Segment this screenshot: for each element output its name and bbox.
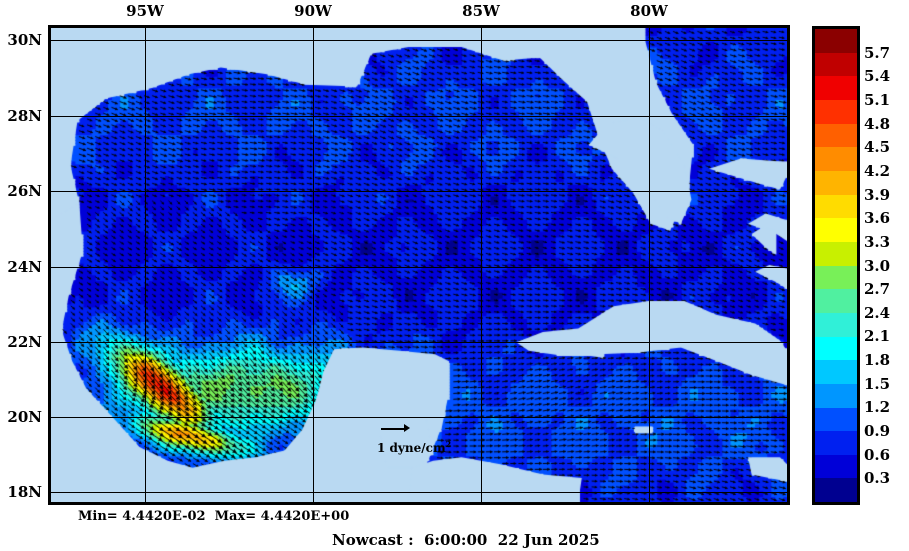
colorbar-tick-labels: 5.7 5.4 5.1 4.8 4.5 4.2 3.9 3.6 3.3 3.0 2.7 2.4 2.1 1… (864, 26, 909, 505)
colorbar-band-14 (815, 360, 857, 384)
gridline-horizontal (51, 116, 787, 117)
y-axis-tick-18n: 18N (7, 483, 42, 501)
colorbar-tick-3-0: 3.0 (864, 256, 891, 275)
colorbar-tick-4-2: 4.2 (864, 161, 891, 180)
x-axis-tick-80w: 80W (630, 2, 668, 20)
nowcast-timestamp: Nowcast : 6:00:00 22 Jun 2025 (332, 531, 600, 549)
colorbar-band-19 (815, 478, 857, 503)
colorbar-tick-2-7: 2.7 (864, 280, 891, 299)
colorbar-band-18 (815, 454, 857, 479)
colorbar-band-10 (815, 265, 857, 290)
colorbar-tick-4-8: 4.8 (864, 114, 891, 133)
gridline-horizontal (51, 267, 787, 268)
gridline-vertical (145, 28, 146, 502)
colorbar-tick-1-8: 1.8 (864, 351, 891, 370)
map-plot-area[interactable]: 1 dyne/cm2 (48, 25, 790, 505)
y-axis-tick-20n: 20N (7, 408, 42, 426)
gridline-horizontal (51, 40, 787, 41)
colorbar-tick-4-5: 4.5 (864, 138, 891, 157)
x-axis-tick-90w: 90W (294, 2, 332, 20)
colorbar-band-13 (815, 336, 857, 361)
colorbar-tick-2-4: 2.4 (864, 303, 891, 322)
colorbar-tick-1-5: 1.5 (864, 374, 891, 393)
min-max-annotation: Min= 4.4420E-02 Max= 4.4420E+00 (78, 509, 350, 524)
colorbar-tick-0-3: 0.3 (864, 469, 891, 488)
vector-scale-arrow-shaft (381, 428, 407, 430)
colorbar-band-15 (815, 383, 857, 408)
colorbar-tick-1-2: 1.2 (864, 398, 891, 417)
colorbar-band-16 (815, 407, 857, 432)
colorbar-band-7 (815, 194, 857, 219)
colorbar (812, 26, 860, 505)
y-axis-tick-26n: 26N (7, 182, 42, 200)
colorbar-band-17 (815, 431, 857, 455)
x-axis-tick-85w: 85W (462, 2, 500, 20)
gridline-horizontal (51, 191, 787, 192)
colorbar-band-4 (815, 123, 857, 148)
colorbar-tick-3-6: 3.6 (864, 209, 891, 228)
colorbar-tick-3-9: 3.9 (864, 185, 891, 204)
colorbar-band-5 (815, 147, 857, 171)
colorbar-band-3 (815, 99, 857, 124)
gridline-vertical (481, 28, 482, 502)
colorbar-tick-5-7: 5.7 (864, 43, 891, 62)
colorbar-tick-5-1: 5.1 (864, 90, 891, 109)
y-axis-tick-22n: 22N (7, 333, 42, 351)
gridline-horizontal (51, 417, 787, 418)
colorbar-band-1 (815, 52, 857, 77)
colorbar-tick-3-3: 3.3 (864, 232, 891, 251)
colorbar-band-12 (815, 312, 857, 337)
y-axis-tick-30n: 30N (7, 31, 42, 49)
wind-stress-field-canvas (51, 28, 787, 502)
gridline-vertical (649, 28, 650, 502)
colorbar-tick-0-6: 0.6 (864, 445, 891, 464)
colorbar-band-6 (815, 170, 857, 195)
vector-scale-label: 1 dyne/cm2 (377, 439, 451, 455)
vector-scale-label-exponent: 2 (445, 439, 452, 449)
vector-scale-arrow-head (404, 424, 410, 432)
colorbar-band-11 (815, 289, 857, 313)
vector-scale-label-text: 1 dyne/cm (377, 441, 446, 455)
colorbar-band-0 (815, 29, 857, 53)
colorbar-band-8 (815, 218, 857, 242)
colorbar-tick-0-9: 0.9 (864, 422, 891, 441)
colorbar-tick-2-1: 2.1 (864, 327, 891, 346)
gridline-vertical (313, 28, 314, 502)
map-canvas-container: 1 dyne/cm2 (51, 28, 787, 502)
colorbar-band-2 (815, 76, 857, 100)
gridline-horizontal (51, 492, 787, 493)
x-axis-tick-95w: 95W (126, 2, 164, 20)
gridline-horizontal (51, 342, 787, 343)
y-axis-tick-24n: 24N (7, 258, 42, 276)
colorbar-band-9 (815, 241, 857, 266)
colorbar-tick-5-4: 5.4 (864, 67, 891, 86)
vector-scale-key: 1 dyne/cm2 (377, 420, 457, 455)
y-axis-tick-28n: 28N (7, 107, 42, 125)
